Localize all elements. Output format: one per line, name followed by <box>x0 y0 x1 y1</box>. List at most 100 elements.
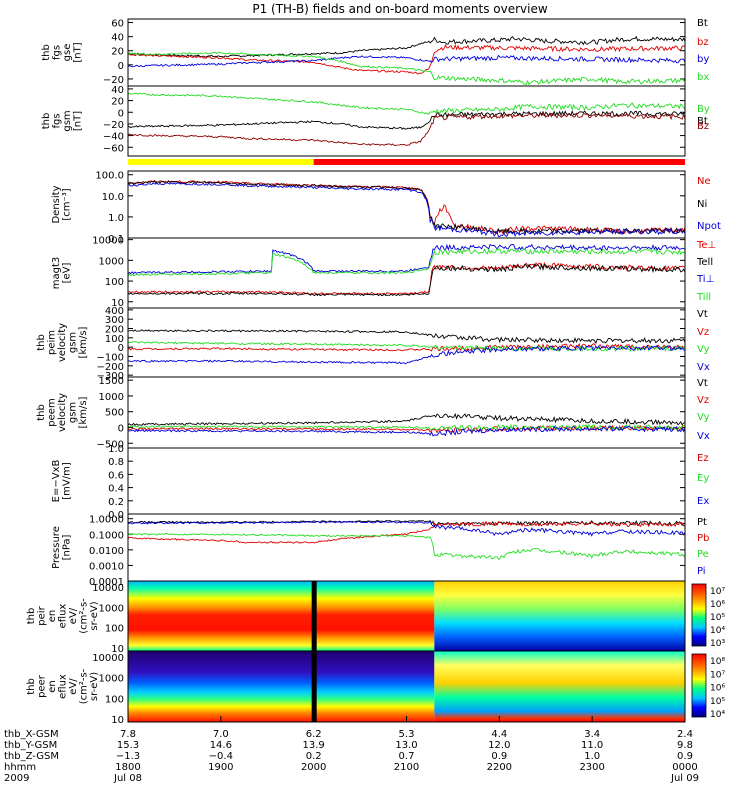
legend-entry: Vz <box>697 327 709 338</box>
series-line-Bt <box>127 109 686 130</box>
axis-row-value: 1800 <box>115 762 140 773</box>
axis-row-value: 12.0 <box>488 740 510 751</box>
y-axis-label: gsm <box>62 110 73 131</box>
y-axis-label: thb <box>26 678 37 695</box>
y-tick-label: 0.0100 <box>89 546 124 557</box>
heatmap-region <box>128 651 435 722</box>
series-line-Npot <box>127 182 686 237</box>
y-tick-label: 1000 <box>99 603 124 614</box>
series-line-Vz <box>127 342 686 352</box>
y-tick-label: −20 <box>103 120 124 131</box>
series-line-bz <box>127 43 686 75</box>
y-axis-label: gsm <box>68 402 79 423</box>
panel-efield: E=−VxB [mV/m] 1.0 0.8 0.6 0.4 0.2 0.0 Ez Ey Ex <box>51 444 709 521</box>
legend-entry: Te⊥ <box>696 240 716 251</box>
panel-peer_eflux: thb peer en eflux eV/(cm²-s-sr-eV) 10000 1000 1… <box>26 650 725 726</box>
axis-row-value: 13.0 <box>395 740 417 751</box>
y-tick-label: 0.6 <box>108 470 124 481</box>
y-axis-label: sr-eV) <box>89 601 100 630</box>
series-line-Tell <box>127 262 686 297</box>
axis-row-value: 2000 <box>301 762 326 773</box>
y-axis-label: E=−VxB <box>51 460 62 503</box>
data-gap-stripe <box>311 581 317 651</box>
legend-entry: bx <box>697 72 709 83</box>
y-axis-label: [km/s] <box>78 326 89 358</box>
y-tick-label: 500 <box>105 408 124 419</box>
y-tick-label: 400 <box>105 306 124 317</box>
y-axis-label: thb <box>41 44 52 61</box>
y-tick-label: 100 <box>105 694 124 705</box>
y-axis-label: (cm²-s- <box>79 598 90 634</box>
series-line-by <box>127 54 686 68</box>
panel-frame <box>127 170 686 239</box>
axis-row-label: thb_Z-GSM <box>4 751 59 762</box>
series-line-Vy <box>127 423 686 432</box>
y-tick-label: 0.1000 <box>89 530 124 541</box>
y-tick-label: −60 <box>103 143 124 154</box>
y-tick-label: 100.0 <box>95 171 124 182</box>
y-axis-label: [mV/m] <box>62 462 73 500</box>
series-line-By <box>127 92 686 115</box>
y-axis-label: peir <box>37 605 48 625</box>
axis-row-label: thb_X-GSM <box>4 729 59 740</box>
y-tick-label: 200 <box>105 325 124 336</box>
axis-row-value: 11.0 <box>581 740 603 751</box>
colorbar-tick-label: 10⁶ <box>710 684 725 694</box>
panel-frame <box>127 447 686 515</box>
axis-row-value: −0.4 <box>209 751 233 762</box>
y-axis-label: [eV] <box>62 263 73 284</box>
y-tick-label: 20 <box>111 47 124 58</box>
y-axis-label: thb <box>36 404 47 421</box>
series-line-Pe <box>127 533 686 560</box>
colorbar-tick-label: 10³ <box>710 639 725 649</box>
y-tick-label: 1.0000 <box>89 515 124 526</box>
y-tick-label: 1500 <box>99 376 124 387</box>
axis-row-label: 2009 <box>4 773 29 784</box>
series-line-Ni <box>127 180 686 235</box>
y-tick-label: 1000 <box>99 392 124 403</box>
legend-entry: Ti⊥ <box>696 274 714 285</box>
y-axis-label: en <box>47 680 58 693</box>
panel-peem_velocity: thb peem velocity gsm [km/s] 1500 1000 500 0 −500… <box>36 376 710 450</box>
y-tick-label: 1000 <box>99 674 124 685</box>
y-axis-label: peim <box>47 330 58 355</box>
y-axis-label: [nPa] <box>62 534 73 560</box>
axis-row-value: 14.6 <box>210 740 232 751</box>
y-axis-label: thb <box>36 334 47 351</box>
axis-row-value: 2100 <box>394 762 419 773</box>
legend-entry: Ni <box>697 199 707 210</box>
y-tick-label: 10 <box>111 644 124 655</box>
axis-row-value: 5.3 <box>399 729 415 740</box>
y-tick-label: 0 <box>118 343 124 354</box>
mode-bar-red <box>313 159 685 165</box>
panel-frame <box>127 85 686 157</box>
panel-temperature: magt3 [eV] 10000 1000 100 10 Te⊥ Tell Ti⊥ Till <box>51 236 716 309</box>
colorbar <box>691 653 707 718</box>
series-line-Pi <box>127 520 686 537</box>
axis-row-label: hhmm <box>4 762 36 773</box>
y-axis-label: peem <box>47 398 58 426</box>
legend-entry: Vx <box>697 362 710 373</box>
series-line-Bz <box>127 112 686 147</box>
axis-row-value: 1900 <box>208 762 233 773</box>
legend-entry: Pe <box>697 549 709 560</box>
axis-row-value: Jul 09 <box>670 773 699 784</box>
axis-row-value: 4.4 <box>491 729 507 740</box>
heatmap-region <box>128 581 435 651</box>
panel-fgs_gse: thb fgs gse [nT] 60 40 20 0 −20 Bt bz by bx <box>41 18 709 87</box>
axis-row-value: 0.9 <box>491 751 507 762</box>
y-tick-label: 300 <box>105 315 124 326</box>
y-tick-label: 0 <box>118 61 124 72</box>
legend-entry: Bt <box>697 116 708 127</box>
heatmap-region <box>434 651 685 722</box>
axis-row-value: 7.8 <box>120 729 136 740</box>
y-tick-label: 100 <box>105 334 124 345</box>
panel-peim_velocity: thb peim velocity gsm [km/s] 4003002001000−10… <box>36 306 710 382</box>
legend-entry: Vy <box>697 412 710 423</box>
series-line-Vx <box>127 425 686 437</box>
y-axis-label: thb <box>26 608 37 625</box>
series-line-Vt <box>127 412 685 426</box>
legend-entry: by <box>697 54 709 65</box>
